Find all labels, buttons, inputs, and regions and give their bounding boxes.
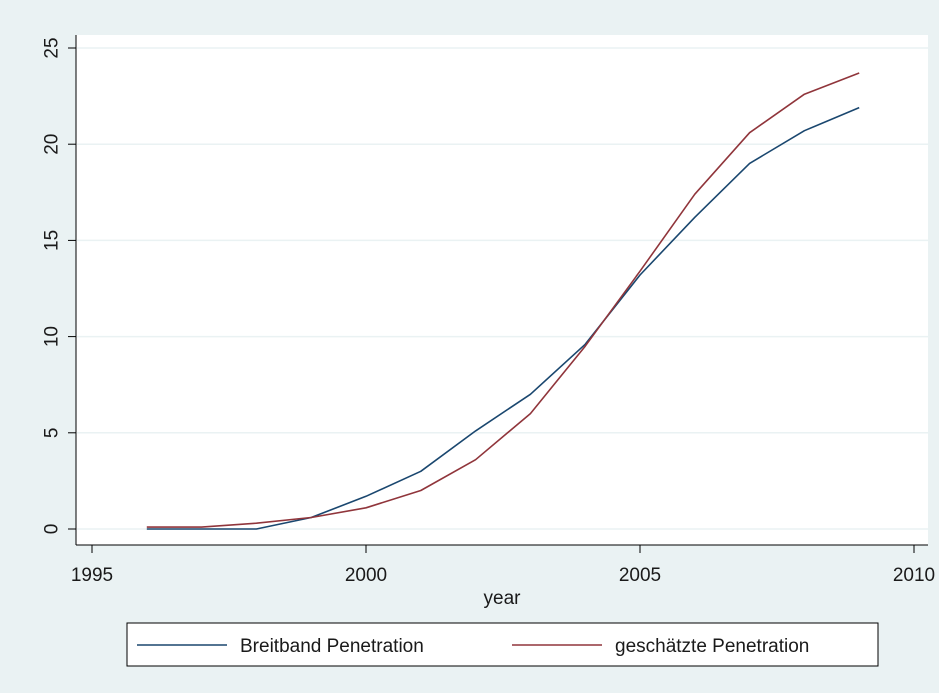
x-tick-label: 2000 [345, 565, 387, 586]
legend: Breitband Penetration geschätzte Penetra… [126, 622, 879, 667]
legend-box [126, 622, 879, 667]
y-tick-label: 0 [42, 524, 63, 535]
x-tick-label: 2005 [619, 565, 661, 586]
x-axis-ticks: 1995 2000 2005 2010 [71, 545, 935, 586]
x-tick-label: 2010 [893, 565, 935, 586]
y-tick-label: 20 [42, 134, 63, 155]
y-tick-label: 25 [42, 37, 63, 58]
y-axis-ticks: 0 5 10 15 20 25 [42, 37, 76, 534]
y-tick-label: 10 [42, 326, 63, 347]
legend-label-breitband: Breitband Penetration [240, 636, 424, 657]
x-tick-label: 1995 [71, 565, 113, 586]
series-line-geschaetzte [146, 72, 860, 528]
plot-area [76, 35, 928, 545]
y-tick-label: 5 [42, 428, 63, 439]
y-tick-label: 15 [42, 230, 63, 251]
x-axis-title: year [484, 588, 522, 609]
series-line-breitband [146, 106, 860, 530]
legend-label-geschaetzte: geschätzte Penetration [615, 636, 809, 657]
series-lines [146, 72, 860, 530]
